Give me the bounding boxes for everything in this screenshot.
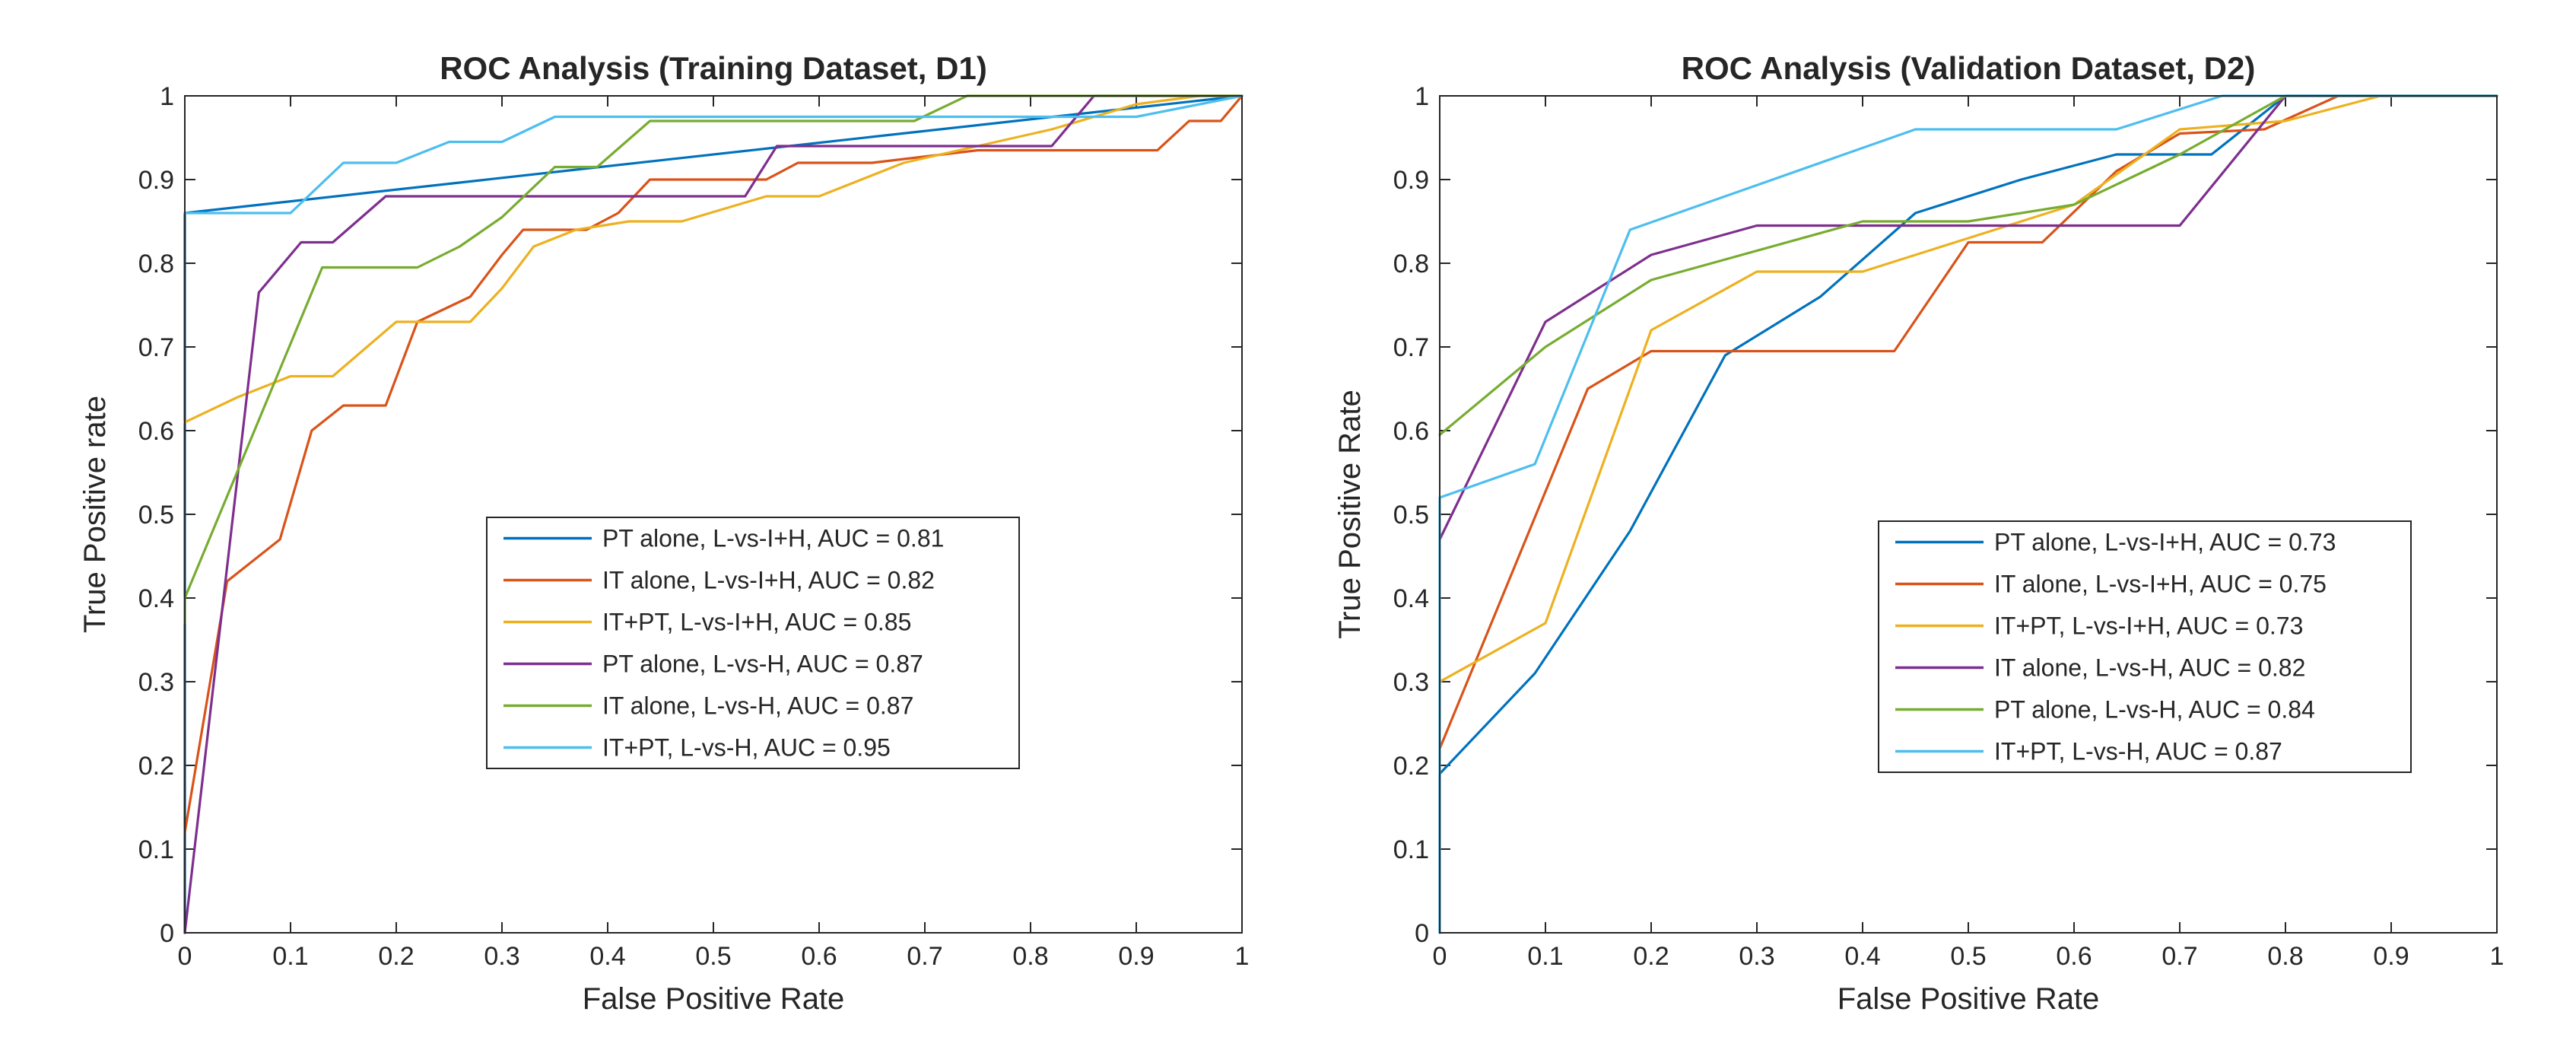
y-tick-label: 0.1 (138, 835, 174, 864)
x-tick-label: 0 (178, 942, 192, 971)
y-tick-label: 0 (160, 919, 174, 948)
y-tick-label: 0.8 (1393, 250, 1429, 278)
chart-title: ROC Analysis (Validation Dataset, D2) (1682, 50, 2256, 86)
x-tick-label: 0.9 (1118, 942, 1154, 971)
legend-entry: IT alone, L-vs-H, AUC = 0.82 (1994, 654, 2305, 682)
x-tick-label: 0.1 (1527, 942, 1563, 971)
y-axis-label: True Positive rate (78, 396, 112, 633)
series-line-4 (183, 94, 1244, 934)
y-tick-label: 0.3 (138, 668, 174, 697)
x-tick-label: 0.6 (2056, 942, 2092, 971)
x-tick-label: 0.2 (1633, 942, 1669, 971)
legend-entry: PT alone, L-vs-I+H, AUC = 0.81 (602, 525, 944, 552)
x-axis-label: False Positive Rate (583, 982, 845, 1016)
x-tick-label: 0.8 (2267, 942, 2303, 971)
legend-box (1878, 520, 2412, 773)
series-line-3 (183, 94, 1244, 424)
x-tick-label: 0.5 (695, 942, 731, 971)
plot-frame (184, 95, 1243, 934)
x-tick-label: 0.7 (2161, 942, 2197, 971)
x-tick-label: 0.4 (589, 942, 625, 971)
legend-entry: IT+PT, L-vs-H, AUC = 0.95 (602, 734, 891, 762)
x-axis-label: False Positive Rate (1838, 982, 2100, 1016)
legend-entry: IT+PT, L-vs-I+H, AUC = 0.73 (1994, 612, 2303, 640)
legend-entry: PT alone, L-vs-H, AUC = 0.87 (602, 651, 923, 678)
x-tick-label: 0 (1433, 942, 1447, 971)
legend-box (486, 517, 1020, 769)
y-tick-label: 1 (160, 82, 174, 111)
y-tick-label: 0.9 (138, 166, 174, 195)
legend-entry: PT alone, L-vs-H, AUC = 0.84 (1994, 696, 2315, 724)
x-tick-label: 0.4 (1844, 942, 1880, 971)
chart-validation: ROC Analysis (Validation Dataset, D2) 0 0.… (1333, 50, 2504, 1016)
x-tick-label: 0.3 (1739, 942, 1774, 971)
series-line-4 (1438, 94, 2498, 541)
y-tick-label: 1 (1415, 82, 1429, 111)
y-tick-label: 0.2 (1393, 752, 1429, 781)
y-tick-label: 0.7 (138, 333, 174, 362)
y-tick-label: 0.5 (138, 501, 174, 530)
series-line-2 (183, 94, 1244, 834)
y-tick-label: 0.9 (1393, 166, 1429, 195)
series-line-2 (1438, 94, 2498, 750)
x-tick-label: 0.2 (378, 942, 414, 971)
x-tick-label: 0.7 (907, 942, 942, 971)
x-tick-label: 0.1 (272, 942, 308, 971)
y-tick-label: 0.8 (138, 250, 174, 278)
y-tick-label: 0.4 (1393, 584, 1429, 613)
plot-frame (1439, 95, 2498, 934)
x-tick-label: 0.6 (801, 942, 837, 971)
legend-entry: IT+PT, L-vs-I+H, AUC = 0.85 (602, 609, 911, 636)
y-tick-label: 0 (1415, 919, 1429, 948)
x-tick-label: 0.8 (1012, 942, 1048, 971)
y-tick-label: 0.2 (138, 752, 174, 781)
legend-entry: IT alone, L-vs-H, AUC = 0.87 (602, 692, 913, 720)
chart-training: ROC Analysis (Training Dataset, D1) 0 0.1 0… (78, 50, 1249, 1016)
series-line-3 (1438, 94, 2498, 683)
y-tick-label: 0.7 (1393, 333, 1429, 362)
y-tick-label: 0.6 (138, 417, 174, 446)
y-tick-label: 0.6 (1393, 417, 1429, 446)
series-line-6 (1438, 94, 2498, 934)
x-tick-label: 1 (2490, 942, 2505, 971)
y-tick-label: 0.4 (138, 584, 174, 613)
series-line-5 (183, 94, 1244, 625)
legend-entry: IT alone, L-vs-I+H, AUC = 0.82 (602, 567, 935, 594)
legend-entry: PT alone, L-vs-I+H, AUC = 0.73 (1994, 529, 2336, 556)
series-line-6 (183, 94, 1244, 215)
y-axis-label: True Positive Rate (1333, 390, 1367, 639)
x-tick-label: 0.9 (2373, 942, 2409, 971)
plot-area (1439, 95, 2498, 934)
chart-title: ROC Analysis (Training Dataset, D1) (440, 50, 987, 86)
x-tick-label: 0.3 (484, 942, 519, 971)
plot-area (184, 95, 1243, 934)
legend-entry: IT+PT, L-vs-H, AUC = 0.87 (1994, 738, 2282, 765)
legend-entry: IT alone, L-vs-I+H, AUC = 0.75 (1994, 571, 2327, 598)
series-line-1 (1438, 94, 2498, 934)
y-tick-label: 0.3 (1393, 668, 1429, 697)
x-tick-label: 1 (1235, 942, 1250, 971)
y-tick-label: 0.5 (1393, 501, 1429, 530)
series-line-5 (1438, 94, 2498, 437)
y-tick-label: 0.1 (1393, 835, 1429, 864)
x-tick-label: 0.5 (1950, 942, 1986, 971)
